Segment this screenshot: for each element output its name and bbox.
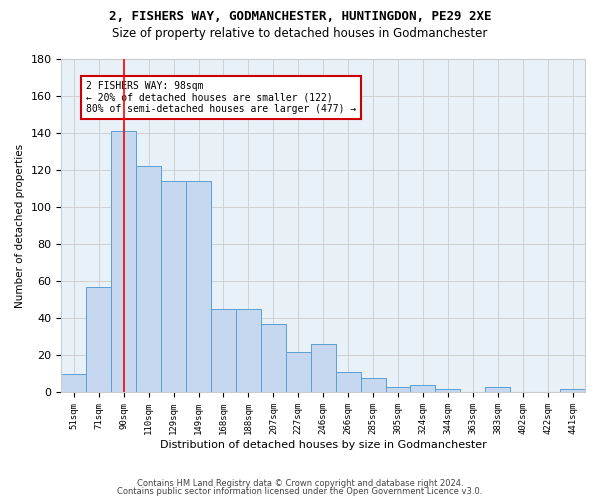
- Bar: [111, 132, 136, 392]
- Text: Size of property relative to detached houses in Godmanchester: Size of property relative to detached ho…: [112, 28, 488, 40]
- Bar: [311, 344, 335, 393]
- Bar: [410, 385, 436, 392]
- Bar: [560, 389, 585, 392]
- Bar: [261, 324, 286, 392]
- Bar: [436, 389, 460, 392]
- Bar: [361, 378, 386, 392]
- Text: 2 FISHERS WAY: 98sqm
← 20% of detached houses are smaller (122)
80% of semi-deta: 2 FISHERS WAY: 98sqm ← 20% of detached h…: [86, 81, 356, 114]
- Bar: [186, 182, 211, 392]
- Bar: [386, 387, 410, 392]
- Bar: [86, 287, 111, 393]
- Text: Contains public sector information licensed under the Open Government Licence v3: Contains public sector information licen…: [118, 487, 482, 496]
- Bar: [286, 352, 311, 393]
- Bar: [335, 372, 361, 392]
- X-axis label: Distribution of detached houses by size in Godmanchester: Distribution of detached houses by size …: [160, 440, 487, 450]
- Y-axis label: Number of detached properties: Number of detached properties: [15, 144, 25, 308]
- Bar: [211, 309, 236, 392]
- Text: Contains HM Land Registry data © Crown copyright and database right 2024.: Contains HM Land Registry data © Crown c…: [137, 478, 463, 488]
- Bar: [485, 387, 510, 392]
- Bar: [61, 374, 86, 392]
- Bar: [236, 309, 261, 392]
- Text: 2, FISHERS WAY, GODMANCHESTER, HUNTINGDON, PE29 2XE: 2, FISHERS WAY, GODMANCHESTER, HUNTINGDO…: [109, 10, 491, 23]
- Bar: [161, 182, 186, 392]
- Bar: [136, 166, 161, 392]
